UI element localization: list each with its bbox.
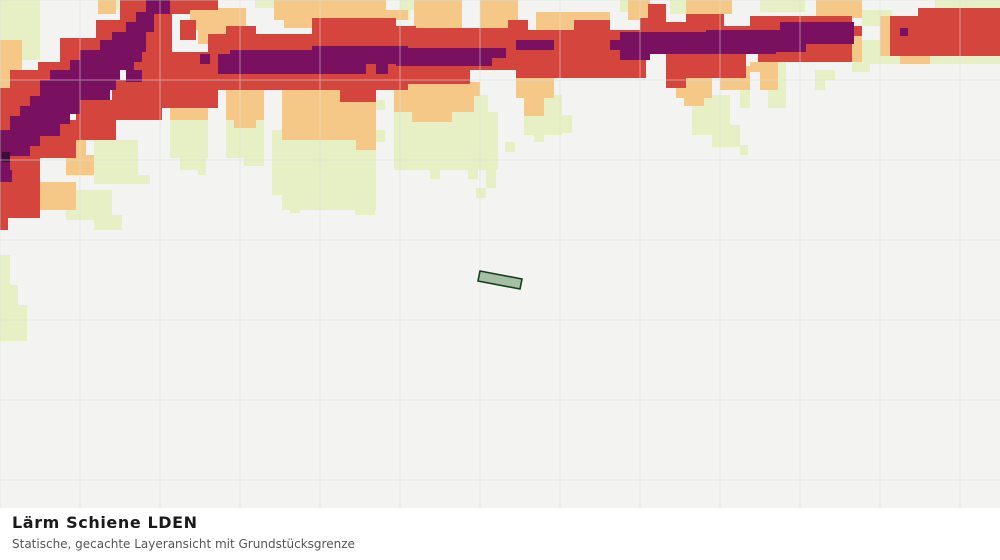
noise-class-highest <box>0 0 908 182</box>
noise-class-peak <box>2 152 10 162</box>
layer-subtitle: Statische, gecachte Layeransicht mit Gru… <box>12 537 355 551</box>
noise-map-canvas <box>0 0 1000 508</box>
noise-class-lowest <box>0 0 1000 341</box>
tile-grid-lines <box>0 0 1000 508</box>
map-view[interactable] <box>0 0 1000 508</box>
map-caption: Lärm Schiene LDEN Statische, gecachte La… <box>0 508 1000 560</box>
parcel-boundary[interactable] <box>477 270 523 290</box>
layer-title: Lärm Schiene LDEN <box>12 513 198 532</box>
